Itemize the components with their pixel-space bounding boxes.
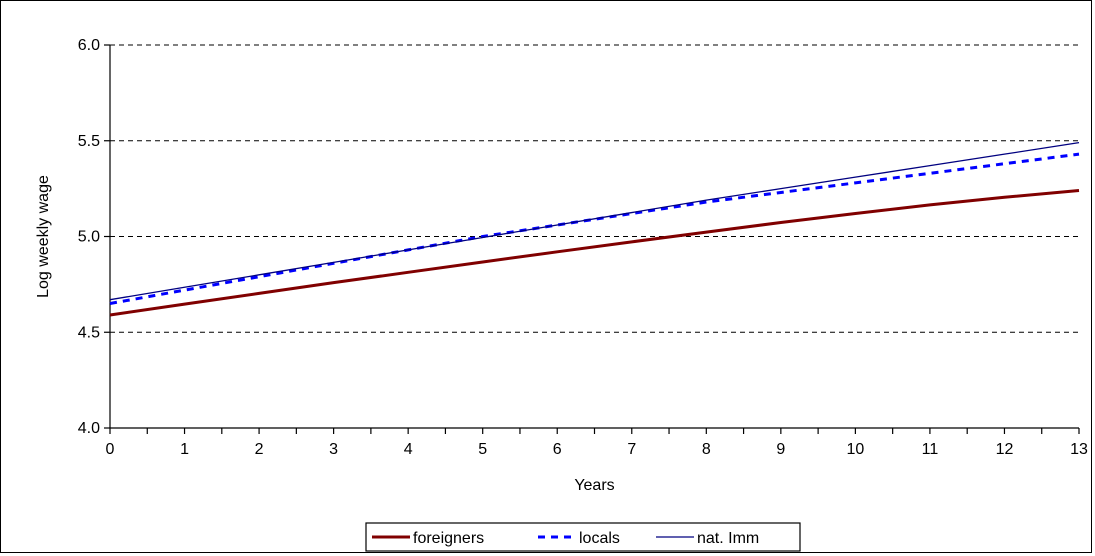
legend-label: foreigners [413, 530, 484, 547]
series-line-nat-imm [109, 142, 1080, 301]
legend-label: locals [579, 530, 620, 547]
x-tick-label: 1 [180, 441, 189, 458]
x-tick-label: 13 [1070, 441, 1088, 458]
legend-box [365, 522, 801, 552]
gridlines [110, 44, 1079, 333]
x-tick-label: 6 [553, 441, 562, 458]
x-tick-label: 11 [922, 441, 939, 458]
x-tick-label: 9 [776, 441, 785, 458]
x-tick-label: 10 [846, 441, 864, 458]
series-line-foreigners [109, 189, 1080, 317]
legend-label: nat. Imm [697, 530, 759, 547]
y-tick-label: 5.0 [78, 229, 100, 246]
legend: foreigners locals nat. Imm [365, 522, 801, 552]
y-tick-label: 6.0 [78, 37, 100, 54]
x-tick-label: 3 [329, 441, 338, 458]
tick-labels: 4.04.55.05.56.00 1 2 3 4 5 6 7 8 9 10 11 12 13 [78, 37, 1088, 458]
y-axis-title: Log weekly wage [35, 175, 52, 298]
x-tick-label: 5 [478, 441, 487, 458]
x-tick-label: 12 [996, 441, 1014, 458]
y-tick-label: 4.5 [78, 324, 100, 341]
x-axis-title: Years [574, 477, 614, 494]
y-tick-label: 4.0 [78, 420, 100, 437]
x-tick-label: 2 [255, 441, 264, 458]
x-tick-label: 4 [404, 441, 413, 458]
x-tick-label: 0 [106, 441, 115, 458]
x-tick-label: 7 [627, 441, 636, 458]
series-lines [109, 142, 1080, 317]
axes [104, 44, 1080, 434]
y-tick-label: 5.5 [78, 133, 100, 150]
x-tick-label: 8 [702, 441, 711, 458]
series-line-locals [109, 152, 1080, 306]
